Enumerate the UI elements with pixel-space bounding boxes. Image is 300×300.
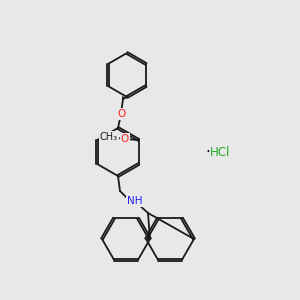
Text: O: O — [117, 109, 125, 119]
Text: CH₃: CH₃ — [100, 132, 118, 142]
Text: ·: · — [205, 145, 210, 160]
Text: O: O — [121, 134, 129, 144]
Text: HCl: HCl — [210, 146, 230, 158]
Text: NH: NH — [127, 196, 143, 206]
